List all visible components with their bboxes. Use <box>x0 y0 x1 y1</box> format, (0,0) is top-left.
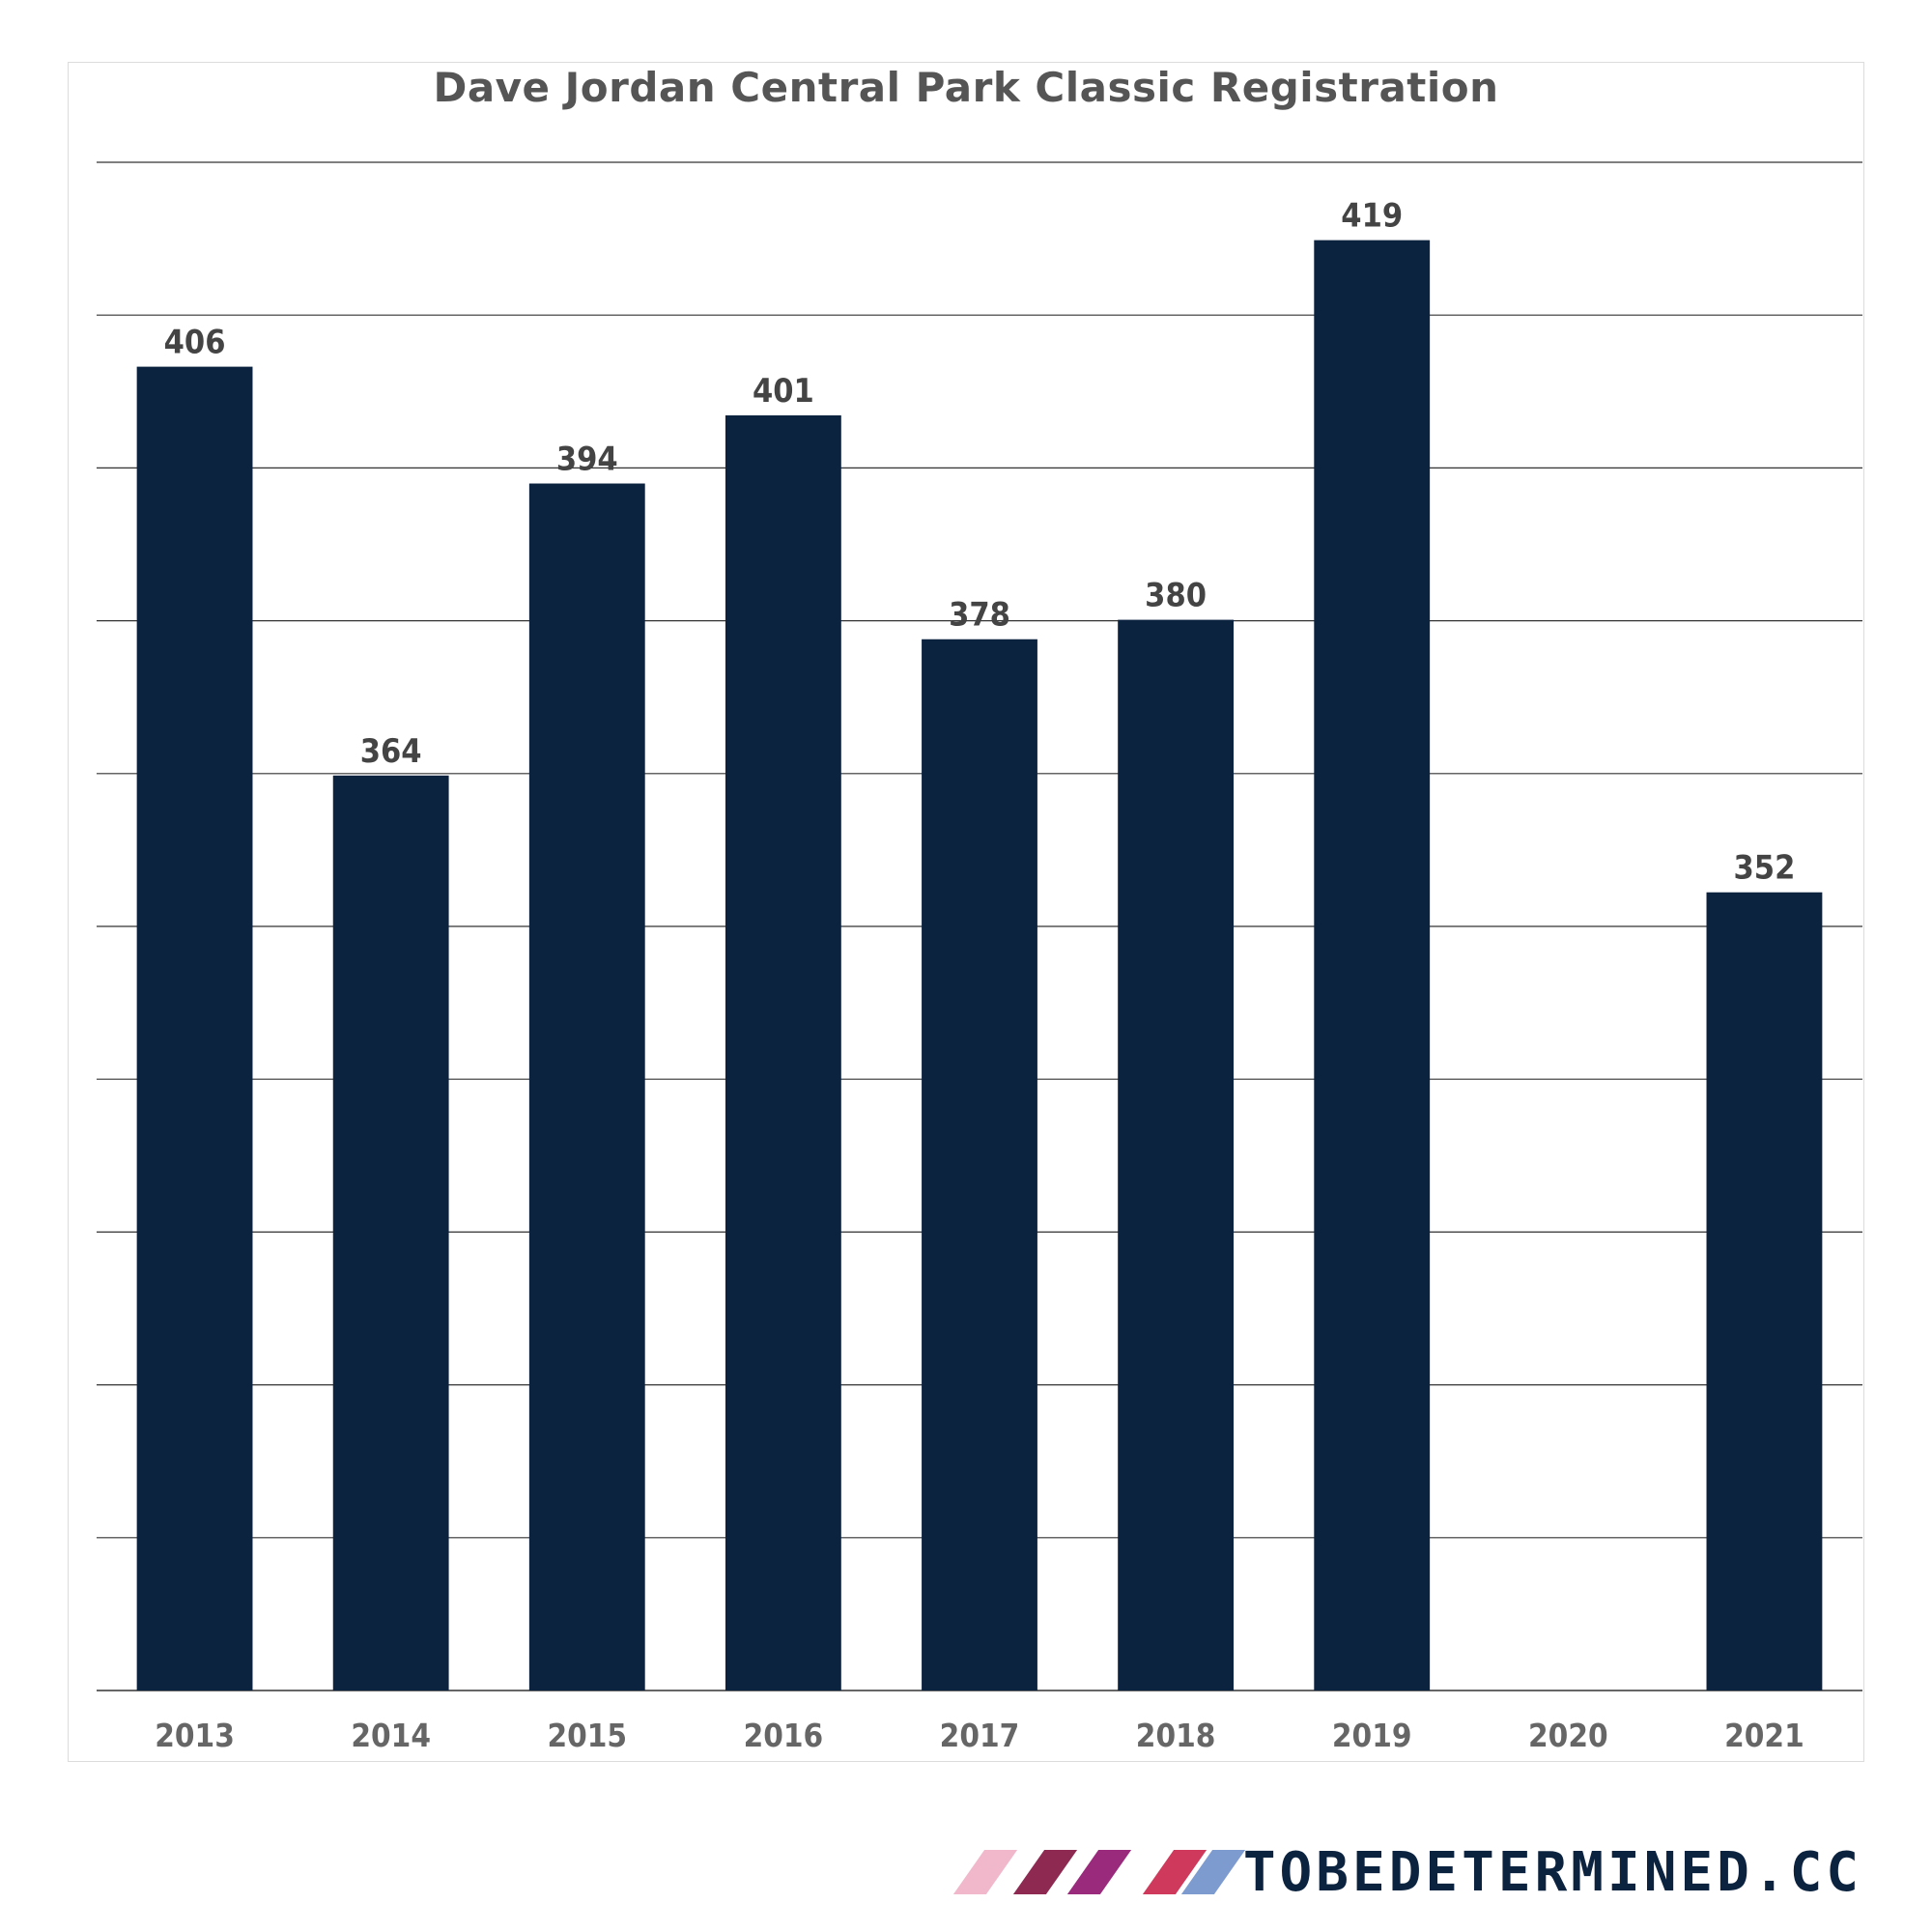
data-label-2019: 419 <box>1341 197 1403 236</box>
x-tick-label-2013: 2013 <box>155 1717 235 1754</box>
chart-title: Dave Jordan Central Park Classic Registr… <box>433 64 1499 111</box>
bar-2017 <box>922 639 1037 1690</box>
x-tick-label-2019: 2019 <box>1332 1717 1412 1754</box>
x-tick-label-2018: 2018 <box>1136 1717 1216 1754</box>
brand-stripe <box>1012 1850 1077 1894</box>
data-label-2014: 364 <box>360 732 422 771</box>
x-tick-label-2020: 2020 <box>1528 1717 1608 1754</box>
brand-logo: TOBEDETERMINED.CC <box>952 1840 1862 1904</box>
x-tick-label-2014: 2014 <box>351 1717 431 1754</box>
bar-2016 <box>724 414 841 1690</box>
x-tick-label-2015: 2015 <box>547 1717 627 1754</box>
bar-2015 <box>528 483 645 1691</box>
brand-stripe <box>1066 1850 1131 1894</box>
bar-2014 <box>332 775 449 1690</box>
data-label-2021: 352 <box>1734 849 1796 888</box>
data-label-2017: 378 <box>949 596 1010 635</box>
brand-text: TOBEDETERMINED.CC <box>1242 1840 1862 1904</box>
data-label-2016: 401 <box>753 372 814 411</box>
data-label-2013: 406 <box>164 324 226 362</box>
bar-2019 <box>1314 240 1431 1691</box>
bar-2018 <box>1118 619 1235 1691</box>
data-label-2015: 394 <box>556 440 618 479</box>
brand-stripes-icon <box>952 1850 1245 1894</box>
x-tick-label-2017: 2017 <box>940 1717 1020 1754</box>
x-tick-label-2016: 2016 <box>744 1717 824 1754</box>
bar-2013 <box>136 366 253 1690</box>
x-tick-label-2021: 2021 <box>1724 1717 1804 1754</box>
bar-2021 <box>1706 892 1823 1690</box>
data-label-2018: 380 <box>1145 577 1207 615</box>
